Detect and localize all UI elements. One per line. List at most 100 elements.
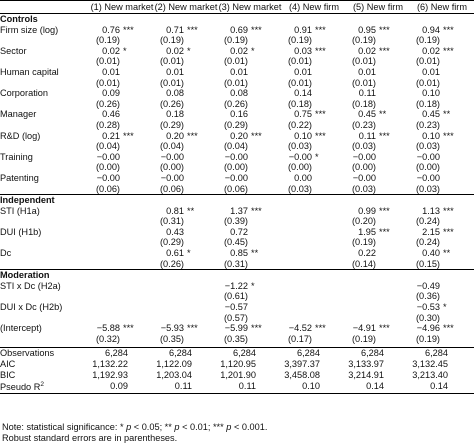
cell-value: 0.11 — [174, 381, 192, 392]
table-cell: (0.26) — [90, 99, 154, 110]
cell-value: 1,203.04 — [156, 369, 192, 380]
note-prefix: Note: statistical significance: * — [2, 422, 127, 432]
significance-stars: ** — [379, 109, 387, 120]
significance-stars: *** — [379, 130, 390, 141]
cell-value: 0.71 — [166, 24, 184, 35]
cell-value: (0.30) — [415, 312, 440, 323]
cell-value: (0.00) — [95, 162, 120, 173]
table-cell: (0.57) — [218, 313, 282, 324]
section-title: Independent — [0, 194, 474, 206]
table-cell: 0.00 — [282, 173, 346, 184]
table-body: Controls Firm size (log) 0.76 *** 0.71 *** 0.6… — [0, 14, 474, 394]
cell-value: 3,397.37 — [284, 359, 320, 369]
table-row: (0.01) (0.01) (0.01) (0.01) (0.01) (0.01) — [0, 56, 474, 67]
cell-value: 0.10 — [422, 130, 440, 141]
stat-label: BIC — [0, 370, 90, 381]
cell-value: (0.00) — [223, 162, 248, 173]
cell-value: 0.14 — [430, 381, 448, 392]
col-header-1: (1) New market — [90, 0, 154, 14]
table-cell: 0.01 — [410, 67, 474, 78]
table-cell: 0.09 — [90, 88, 154, 99]
cell-value: (0.29) — [159, 119, 184, 130]
table-cell: 0.95 *** — [346, 25, 410, 36]
table-cell: 0.03 *** — [282, 46, 346, 57]
cell-value: (0.24) — [415, 216, 440, 227]
table-row: Dc 0.61 * 0.85 ** 0.22 0.40 ** — [0, 248, 474, 259]
table-cell — [154, 302, 218, 313]
cell-value: (0.39) — [223, 216, 248, 227]
cell-value: (0.01) — [287, 77, 312, 88]
section-row: Controls — [0, 14, 474, 25]
table-cell: 0.09 — [90, 380, 154, 394]
cell-value: 0.02 — [102, 45, 120, 56]
table-cell — [282, 216, 346, 227]
cell-value: (0.26) — [159, 98, 184, 109]
table-row: (0.32) (0.35) (0.35) (0.17) (0.19) (0.19) — [0, 334, 474, 345]
table-cell: (0.06) — [154, 184, 218, 195]
col-header-2: (2) New market — [154, 0, 218, 14]
significance-stars: *** — [251, 130, 262, 141]
table-cell: (0.31) — [154, 216, 218, 227]
table-cell: −5.99 *** — [218, 323, 282, 334]
table-cell: 0.01 — [282, 67, 346, 78]
cell-value: −1.22 — [224, 280, 248, 291]
superscript: 2 — [40, 381, 44, 389]
significance-stars: *** — [187, 130, 198, 141]
stats-row: Observations 6,284 6,284 6,284 6,284 6,284 6,2… — [0, 347, 474, 359]
table-cell: 1,120.95 — [218, 359, 282, 370]
cell-value: (0.17) — [287, 333, 312, 344]
table-row: (0.29) (0.45) (0.19) (0.24) — [0, 237, 474, 248]
significance-stars: * — [251, 280, 255, 291]
significance-stars: ** — [443, 109, 451, 120]
table-row: Manager 0.46 0.18 0.16 0.75 *** 0.45 ** 0.45 ** — [0, 109, 474, 120]
cell-value: 0.01 — [102, 66, 120, 77]
table-cell — [282, 248, 346, 259]
table-cell: (0.26) — [154, 259, 218, 270]
regression-table: (1) New market (2) New market (3) New ma… — [0, 0, 474, 394]
table-row: (0.28) (0.29) (0.29) (0.22) (0.23) (0.23) — [0, 120, 474, 131]
table-cell: (0.00) — [154, 162, 218, 173]
table-cell: 0.69 *** — [218, 25, 282, 36]
cell-value: (0.19) — [95, 35, 120, 46]
stat-label: Observations — [0, 347, 90, 359]
table-cell: 0.11 *** — [346, 131, 410, 142]
table-cell: −0.53 * — [410, 302, 474, 313]
table-cell: −4.96 *** — [410, 323, 474, 334]
significance-stars: *** — [315, 109, 326, 120]
cell-value: 0.02 — [358, 45, 376, 56]
cell-value: 0.45 — [358, 109, 376, 120]
table-cell: 1.37 *** — [218, 206, 282, 217]
table-cell: 0.72 — [218, 227, 282, 238]
cell-value: 3,458.08 — [284, 369, 320, 380]
table-row: (0.06) (0.06) (0.06) (0.03) (0.03) (0.03) — [0, 184, 474, 195]
significance-stars: * — [187, 45, 191, 56]
cell-value: 0.11 — [358, 88, 376, 99]
cell-value: (0.19) — [159, 35, 184, 46]
cell-value: (0.31) — [159, 216, 184, 227]
table-cell: (0.01) — [282, 78, 346, 89]
significance-stars: *** — [379, 323, 390, 334]
significance-stars: *** — [379, 226, 390, 237]
table-cell: 1.13 *** — [410, 206, 474, 217]
table-cell: (0.04) — [90, 141, 154, 152]
table-cell — [90, 237, 154, 248]
table-cell: 1,132.22 — [90, 359, 154, 370]
cell-value: −0.57 — [224, 302, 248, 313]
significance-stars: *** — [251, 24, 262, 35]
row-label — [0, 184, 90, 195]
row-label: Training — [0, 151, 33, 162]
cell-value: (0.03) — [415, 141, 440, 152]
cell-value: −0.00 — [96, 151, 120, 162]
table-cell: 2.15 *** — [410, 227, 474, 238]
significance-stars: * — [123, 45, 127, 56]
cell-value: −0.00 — [96, 172, 120, 183]
cell-value: −5.99 — [224, 323, 248, 334]
table-cell: 0.76 *** — [90, 25, 154, 36]
table-cell — [282, 259, 346, 270]
table-cell: 1.95 *** — [346, 227, 410, 238]
row-label — [0, 291, 90, 302]
table-row: (Intercept) −5.88 *** −5.93 *** −5.99 *** −4.52… — [0, 323, 474, 334]
table-cell: −0.00 — [410, 152, 474, 163]
table-cell: −0.57 — [218, 302, 282, 313]
table-cell: (0.31) — [218, 259, 282, 270]
